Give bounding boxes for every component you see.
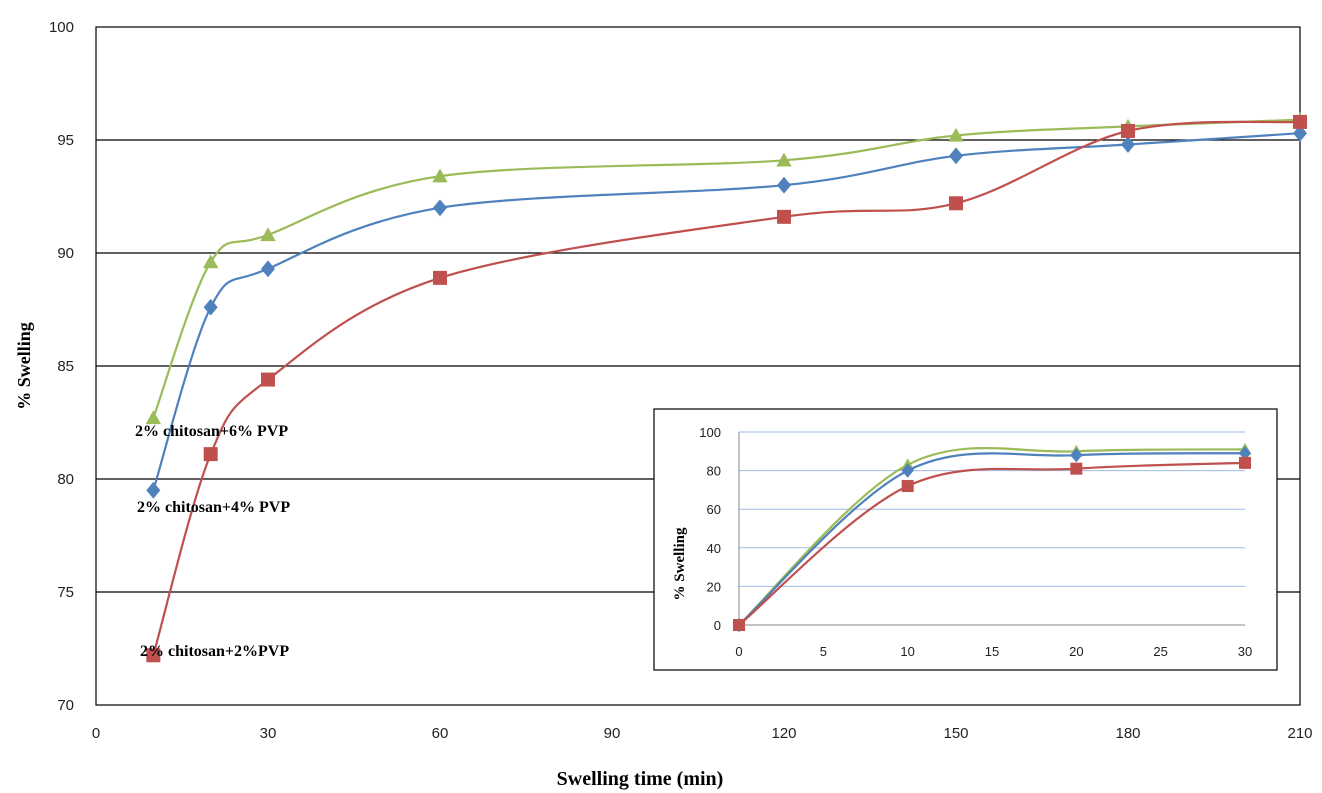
main-plot-frame <box>95 26 1301 706</box>
main-x-tick-label: 120 <box>771 725 796 742</box>
main-series-point <box>433 199 447 217</box>
inset-x-tick-label: 30 <box>1238 644 1252 659</box>
main-x-tick-label: 150 <box>943 725 968 742</box>
series-label-2pvp: 2% chitosan+2%PVP <box>140 643 289 660</box>
main-x-tick-label: 210 <box>1287 725 1312 742</box>
main-y-axis-title: % Swelling <box>14 322 34 410</box>
inset-series-point <box>901 463 914 478</box>
main-x-axis-title: Swelling time (min) <box>557 768 724 790</box>
inset-y-axis-title: % Swelling <box>672 527 688 600</box>
main-y-tick-label: 90 <box>57 245 74 262</box>
main-series <box>145 111 1308 663</box>
inset-series-line-1 <box>738 452 1246 626</box>
inset-y-tick-label: 60 <box>707 502 721 517</box>
inset-x-tick-label: 0 <box>735 644 742 659</box>
inset-series-line-0 <box>738 447 1246 626</box>
inset-series-point <box>1239 456 1251 469</box>
inset-series-point <box>901 480 914 493</box>
main-series-line-1 <box>152 132 1301 491</box>
main-series-point <box>1121 136 1135 153</box>
main-series-point <box>432 168 448 183</box>
main-series-point <box>203 298 218 316</box>
main-x-tick-label: 90 <box>604 725 621 742</box>
main-series-point <box>949 196 963 211</box>
main-series-point <box>202 254 219 269</box>
main-series-point <box>145 410 162 425</box>
main-series-point <box>261 372 275 387</box>
inset-series-point <box>1070 462 1083 475</box>
inset-y-tick-label: 20 <box>707 579 721 594</box>
main-series-point <box>146 648 161 663</box>
main-y-ticks: 70 75 80 85 90 95 100 <box>49 19 74 714</box>
series-labels: 2% chitosan+6% PVP 2% chitosan+4% PVP 2%… <box>135 423 290 660</box>
inset-y-tick-label: 40 <box>707 541 721 556</box>
main-series-point <box>203 447 218 462</box>
main-series-line-0 <box>152 118 1301 419</box>
main-x-tick-label: 30 <box>260 725 277 742</box>
inset-x-ticks: 0 5 10 15 20 25 30 <box>735 644 1252 659</box>
inset-series-point <box>1070 447 1083 463</box>
main-x-tick-label: 180 <box>1115 725 1140 742</box>
main-series-point <box>1293 124 1307 142</box>
series-label-4pvp: 2% chitosan+4% PVP <box>137 499 290 516</box>
main-series-point <box>948 127 964 142</box>
inset-x-tick-label: 25 <box>1153 644 1167 659</box>
inset-y-ticks: 0 20 40 60 80 100 <box>699 425 721 633</box>
main-series-point <box>777 176 791 194</box>
main-y-tick-label: 75 <box>57 584 74 601</box>
main-series-point <box>261 260 275 278</box>
main-series-line-2 <box>152 120 1301 656</box>
inset-series-point <box>733 619 745 631</box>
inset-y-tick-label: 100 <box>699 425 721 440</box>
inset-y-tick-label: 80 <box>707 464 721 479</box>
inset-chart: 0 5 10 15 20 25 30 0 20 40 60 80 100 % Swelling <box>653 408 1278 671</box>
main-series-point <box>949 147 963 165</box>
series-label-6pvp: 2% chitosan+6% PVP <box>135 423 288 440</box>
inset-series-point <box>1239 446 1251 461</box>
main-series-point <box>433 270 447 285</box>
main-x-tick-label: 60 <box>432 725 449 742</box>
inset-x-tick-label: 5 <box>820 644 827 659</box>
inset-x-tick-label: 15 <box>985 644 999 659</box>
main-y-tick-label: 95 <box>57 132 74 149</box>
main-y-tick-label: 80 <box>57 471 74 488</box>
inset-series-line-2 <box>738 461 1246 626</box>
main-y-tick-label: 85 <box>57 358 74 375</box>
inset-axes <box>738 431 1245 626</box>
inset-x-tick-label: 20 <box>1069 644 1083 659</box>
main-series-point <box>777 209 791 224</box>
main-series-point <box>1293 114 1307 129</box>
main-series-point <box>146 481 161 499</box>
main-x-tick-label: 0 <box>92 725 100 742</box>
main-series-point <box>1121 123 1135 138</box>
main-series-point <box>776 152 792 167</box>
main-x-ticks: 0 30 60 90 120 150 180 210 <box>92 725 1313 742</box>
main-y-tick-label: 100 <box>49 19 74 36</box>
inset-series <box>732 442 1252 633</box>
main-series-point <box>260 227 276 242</box>
main-y-tick-label: 70 <box>57 697 74 714</box>
inset-x-tick-label: 10 <box>900 644 914 659</box>
inset-y-tick-label: 0 <box>714 618 721 633</box>
